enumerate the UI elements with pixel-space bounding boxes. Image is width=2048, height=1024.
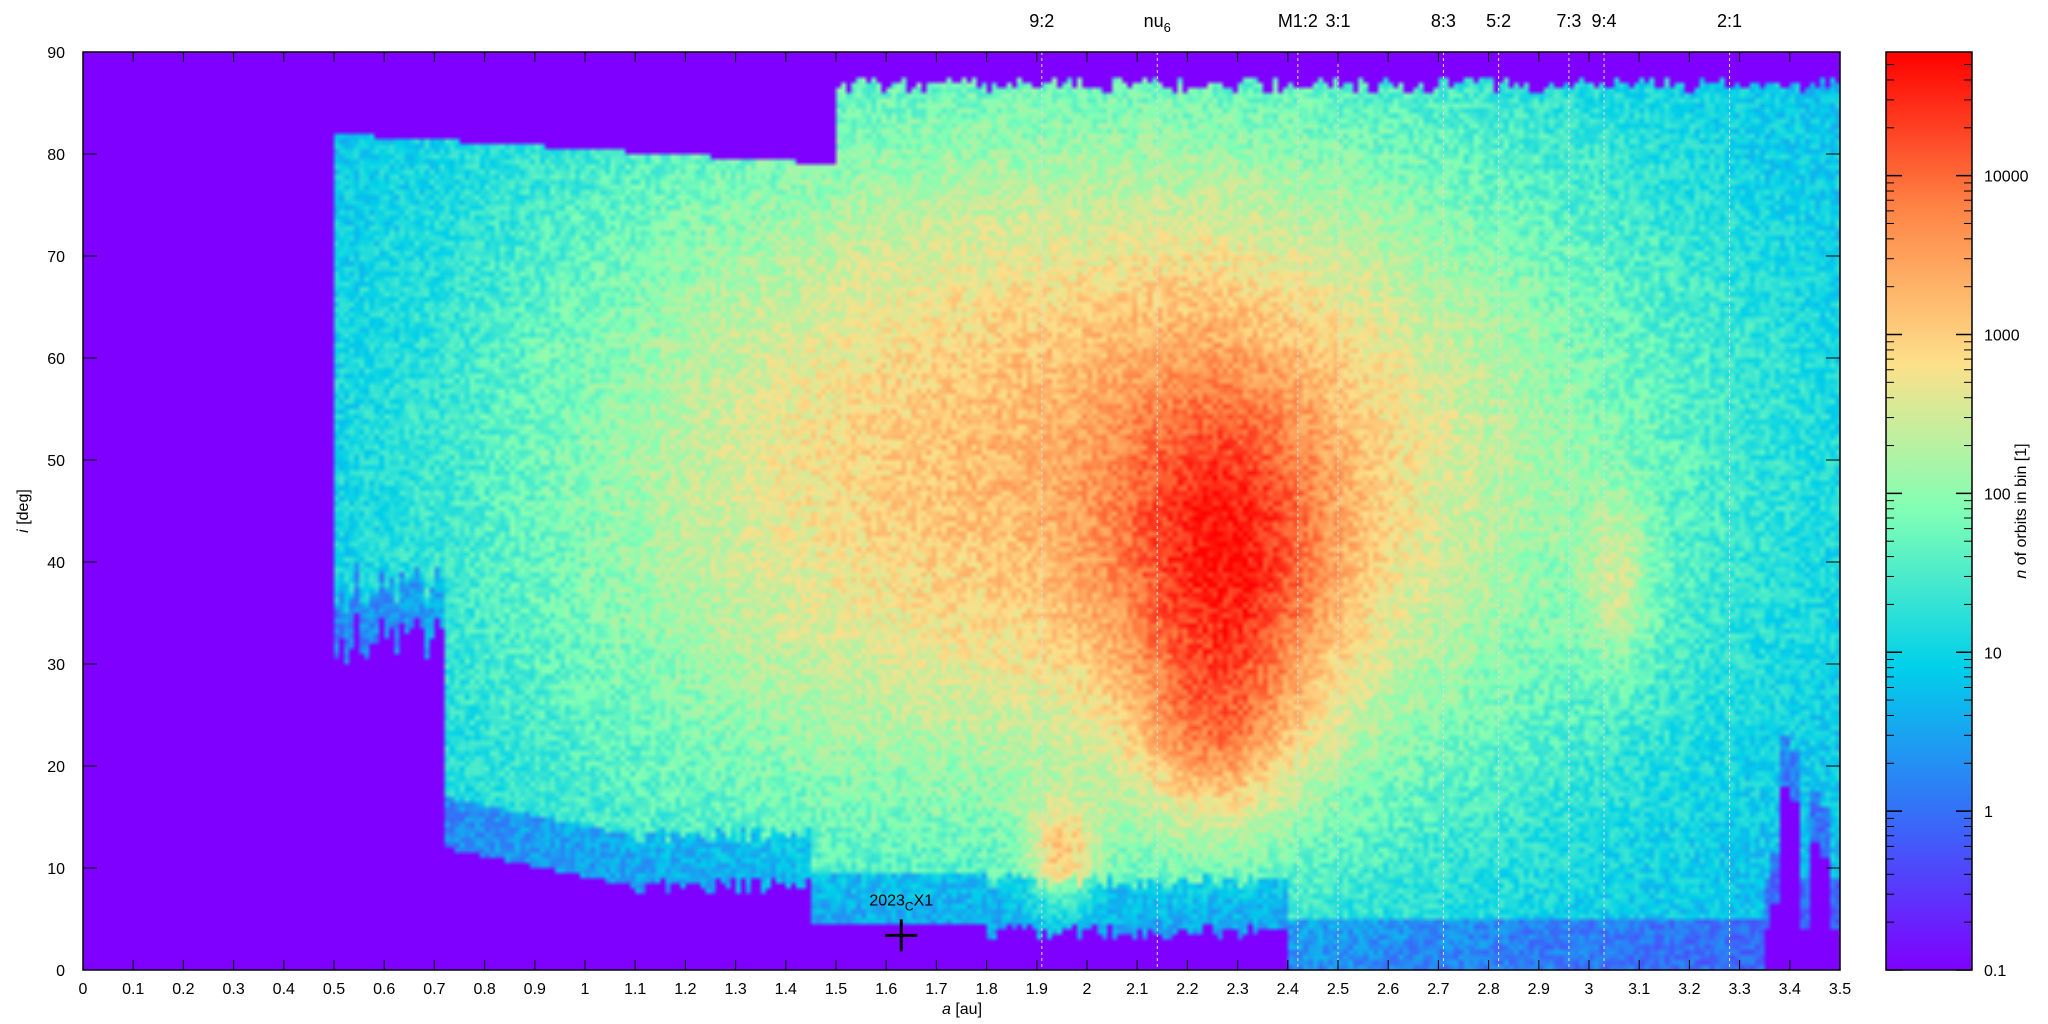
x-tick-label: 1.5 <box>825 981 847 998</box>
resonance-label-text: M1:2 <box>1278 11 1318 31</box>
x-tick-label: 2.7 <box>1427 981 1449 998</box>
x-tick-label: 1.1 <box>624 981 646 998</box>
x-tick-label: 0.9 <box>524 981 546 998</box>
x-tick-label: 2.5 <box>1327 981 1349 998</box>
resonance-lines <box>1041 52 1731 970</box>
resonance-label-sub: 6 <box>1164 20 1171 35</box>
x-tick-label: 0.3 <box>222 981 244 998</box>
colorbar-gradient <box>1885 51 1973 971</box>
x-tick-label: 1 <box>581 981 590 998</box>
x-tick-label: 1.9 <box>1026 981 1048 998</box>
y-tick-label: 70 <box>47 249 65 266</box>
y-tick-label: 0 <box>56 963 65 980</box>
heatmap-image <box>83 52 1840 970</box>
x-tick-label: 2.2 <box>1176 981 1198 998</box>
resonance-label: 5:2 <box>1486 11 1511 31</box>
x-tick-label: 2.8 <box>1477 981 1499 998</box>
y-tick-label: 40 <box>47 555 65 572</box>
x-tick-label: 0 <box>79 981 88 998</box>
x-tick-label: 0.4 <box>273 981 295 998</box>
resonance-label-text: 7:3 <box>1556 11 1581 31</box>
marker-label: 2023CX1 <box>869 892 933 913</box>
x-axis-label: a [au] <box>942 1001 982 1018</box>
x-tick-label: 2.6 <box>1377 981 1399 998</box>
y-tick-label: 30 <box>47 657 65 674</box>
y-tick-label: 80 <box>47 147 65 164</box>
x-tick-label: 1.4 <box>775 981 797 998</box>
colorbar: 0.1 1 10 100 1000 10000 n of orbits in bin [1… <box>1885 51 2030 980</box>
colorbar-label: n of orbits in bin [1] <box>2013 443 2030 578</box>
y-axis-label: i [deg] <box>15 489 32 533</box>
resonance-label-text: 9:4 <box>1592 11 1617 31</box>
x-tick-label: 1.3 <box>724 981 746 998</box>
colorbar-tick-label: 10 <box>1984 645 2002 662</box>
colorbar-tick-label: 1000 <box>1984 328 2020 345</box>
x-axis-var: a <box>942 1001 951 1018</box>
colorbar-label-rest: of orbits in bin [1] <box>2013 443 2030 569</box>
resonance-label-text: 8:3 <box>1431 11 1456 31</box>
resonance-label: 3:1 <box>1325 11 1350 31</box>
x-tick-label: 1.7 <box>925 981 947 998</box>
x-axis-unit: [au] <box>955 1001 982 1018</box>
resonance-label-text: 9:2 <box>1029 11 1054 31</box>
x-tick-label: 0.1 <box>122 981 144 998</box>
x-tick-label: 0.6 <box>373 981 395 998</box>
y-tick-label: 50 <box>47 453 65 470</box>
x-axis-ticks: 0 0.1 0.2 0.3 0.4 0.5 0.6 0.7 0.8 0.9 1 1.1 1.2 1.3 1.… <box>79 52 1851 998</box>
x-tick-label: 3.5 <box>1829 981 1851 998</box>
x-tick-label: 2.4 <box>1277 981 1299 998</box>
colorbar-label-var: n <box>2013 570 2030 579</box>
x-tick-label: 2.3 <box>1226 981 1248 998</box>
y-tick-label: 90 <box>47 45 65 62</box>
resonance-label: 9:2 <box>1029 11 1054 31</box>
resonance-label: 7:3 <box>1556 11 1581 31</box>
x-tick-label: 1.2 <box>674 981 696 998</box>
colorbar-tick-label: 1 <box>1984 804 1993 821</box>
x-tick-label: 0.7 <box>423 981 445 998</box>
resonance-label-text: 5:2 <box>1486 11 1511 31</box>
y-axis-unit: [deg] <box>15 489 32 525</box>
x-tick-label: 1.8 <box>975 981 997 998</box>
marker-label-main: 2023 <box>869 892 905 909</box>
x-tick-label: 3.3 <box>1728 981 1750 998</box>
y-axis-ticks: 0 10 20 30 40 50 60 70 80 90 <box>47 45 1840 980</box>
resonance-label: 2:1 <box>1717 11 1742 31</box>
x-tick-label: 2.1 <box>1126 981 1148 998</box>
colorbar-tick-label: 10000 <box>1984 169 2029 186</box>
colorbar-ticks: 0.1 1 10 100 1000 10000 <box>1886 51 2029 980</box>
plot-area: 0 0.1 0.2 0.3 0.4 0.5 0.6 0.7 0.8 0.9 1 1.1 1.2 1.3 1.… <box>47 45 1851 998</box>
x-tick-label: 3 <box>1585 981 1594 998</box>
y-tick-label: 20 <box>47 759 65 776</box>
marker-label-sub: C <box>905 899 914 913</box>
colorbar-tick-label: 0.1 <box>1984 963 2006 980</box>
x-tick-label: 0.8 <box>473 981 495 998</box>
resonance-label: nu6 <box>1144 11 1171 35</box>
resonance-label: 8:3 <box>1431 11 1456 31</box>
resonance-label-text: 2:1 <box>1717 11 1742 31</box>
y-tick-label: 60 <box>47 351 65 368</box>
marker-label-suffix: X1 <box>914 892 934 909</box>
resonance-label-text: nu <box>1144 11 1164 31</box>
x-tick-label: 0.2 <box>172 981 194 998</box>
x-tick-label: 3.1 <box>1628 981 1650 998</box>
plot-frame <box>82 51 1841 971</box>
y-axis-var: i <box>15 529 32 533</box>
resonance-label: 9:4 <box>1592 11 1617 31</box>
x-tick-label: 2 <box>1083 981 1092 998</box>
x-tick-label: 3.4 <box>1779 981 1801 998</box>
x-tick-label: 2.9 <box>1528 981 1550 998</box>
y-tick-label: 10 <box>47 861 65 878</box>
resonance-label-text: 3:1 <box>1325 11 1350 31</box>
resonance-label: M1:2 <box>1278 11 1318 31</box>
x-tick-label: 1.6 <box>875 981 897 998</box>
colorbar-tick-label: 100 <box>1984 486 2011 503</box>
x-tick-label: 3.2 <box>1678 981 1700 998</box>
object-marker: 2023CX1 <box>869 892 933 952</box>
x-tick-label: 0.5 <box>323 981 345 998</box>
resonance-labels: 9:2 nu6 M1:2 3:1 8:3 5:2 7:3 9:4 2:1 <box>1029 11 1742 35</box>
